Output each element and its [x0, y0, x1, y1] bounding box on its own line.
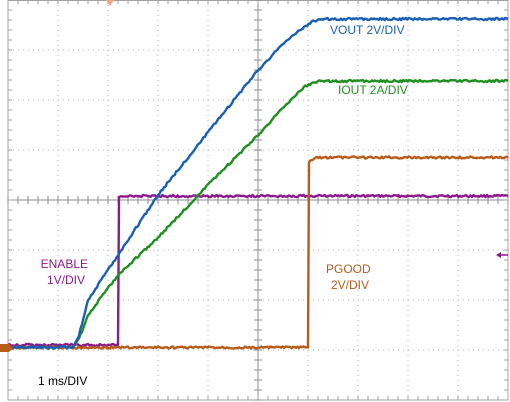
timebase-label: 1 ms/DIV [38, 374, 87, 388]
enable-trace [7, 193, 509, 348]
ground-marker-body [0, 344, 9, 352]
trigger-level-arrow-icon [496, 252, 508, 258]
trigger-level-arrow-head [496, 252, 501, 258]
labels: VOUT 2V/DIV IOUT 2A/DIV ENABLE 1V/DIV PG… [38, 23, 408, 388]
vout-label: VOUT 2V/DIV [330, 23, 404, 37]
ground-marker [0, 344, 13, 352]
ground-marker-tip [9, 344, 13, 352]
grid [7, 0, 509, 401]
pgood-label: PGOOD 2V/DIV [326, 262, 374, 292]
markers [0, 0, 508, 352]
trigger-position-marker [106, 0, 114, 6]
pgood-label-line2: 2V/DIV [331, 278, 369, 292]
vout-label-line: VOUT 2V/DIV [330, 23, 404, 37]
traces [7, 16, 509, 350]
pgood-label-line1: PGOOD [326, 262, 371, 276]
enable-label-line2: 1V/DIV [47, 273, 85, 287]
iout-trace [7, 78, 509, 350]
enable-label: ENABLE 1V/DIV [41, 257, 92, 287]
iout-label: IOUT 2A/DIV [338, 83, 408, 97]
enable-label-line1: ENABLE [41, 257, 88, 271]
vout-trace [7, 16, 509, 350]
pgood-trace [7, 155, 509, 350]
iout-label-line: IOUT 2A/DIV [338, 83, 408, 97]
